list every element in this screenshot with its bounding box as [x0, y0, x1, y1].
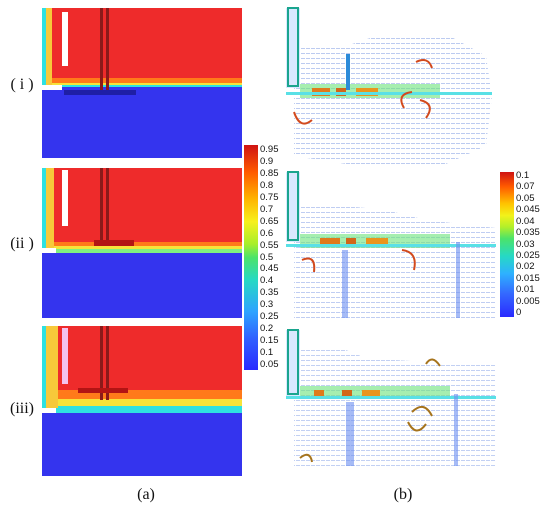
colorbar-a-tick-label: 0.5: [260, 251, 274, 263]
colorbar-a: [244, 145, 258, 370]
colorbar-a-tick-label: 0.35: [260, 287, 279, 299]
colorbar-b-tick-label: 0.01: [516, 284, 535, 296]
colorbar-a-tick-label: 0.7: [260, 203, 274, 215]
colorbar-a-tick-label: 0.45: [260, 263, 279, 275]
colorbar-b-tick-label: 0.025: [516, 249, 540, 261]
colorbar-a-tick-label: 0.55: [260, 239, 279, 251]
colorbar-a-tick-label: 0.9: [260, 155, 274, 167]
colorbar-a-tick-label: 0.85: [260, 167, 279, 179]
colorbar-b-tick-label: 0: [516, 307, 522, 318]
colorbar-a-tick-label: 0.05: [260, 359, 279, 370]
colorbar-b-tick-label: 0.005: [516, 295, 540, 307]
colorbar-b-tick-label: 0.02: [516, 261, 535, 273]
colorbar-b-tick-label: 0.045: [516, 204, 540, 216]
colorbar-a-tick-label: 0.25: [260, 311, 279, 323]
contour-panel-i: [42, 8, 242, 158]
colorbar-b-tick-label: 0.1: [516, 170, 530, 181]
colorbar-b: [500, 172, 514, 317]
colorbar-b-tick-label: 0.035: [516, 227, 540, 239]
vector-panel-iii: [286, 328, 500, 476]
colorbar-b-tick-label: 0.015: [516, 272, 540, 284]
colorbar-a-tick-label: 0.95: [260, 144, 279, 155]
colorbar-b-tick-label: 0.05: [516, 192, 535, 204]
colorbar-a-tick-label: 0.65: [260, 215, 279, 227]
colorbar-b-tick-label: 0.03: [516, 238, 535, 250]
contour-panel-iii: [42, 326, 242, 476]
vector-panel-ii: [286, 170, 500, 322]
colorbar-b-tick-label: 0.04: [516, 215, 535, 227]
colorbar-a-tick-label: 0.15: [260, 335, 279, 347]
colorbar-a-tick-label: 0.75: [260, 191, 279, 203]
colorbar-a-tick-label: 0.2: [260, 323, 274, 335]
row-label-ii: (ii ): [10, 235, 34, 252]
colorbar-a-tick-label: 0.4: [260, 275, 274, 287]
colorbar-a-tick-label: 0.1: [260, 347, 274, 359]
colorbar-a-tick-label: 0.8: [260, 179, 274, 191]
caption-b: (b): [393, 486, 413, 503]
colorbar-a-tick-label: 0.3: [260, 299, 274, 311]
contour-panel-ii: [42, 168, 242, 318]
row-label-iii: (iii): [10, 400, 34, 417]
colorbar-b-tick-label: 0.07: [516, 181, 535, 193]
caption-a: (a): [137, 486, 155, 503]
row-label-i: ( i ): [10, 76, 34, 93]
vector-panel-i: [286, 6, 500, 166]
colorbar-a-tick-label: 0.6: [260, 227, 274, 239]
